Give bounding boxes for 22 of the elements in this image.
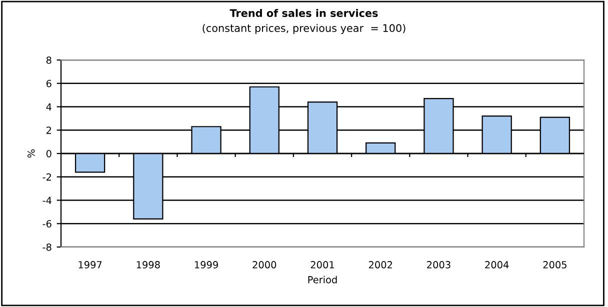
- x-tick-label: 2003: [427, 261, 450, 268]
- y-tick-label: 2: [46, 126, 51, 134]
- y-tick-label: -2: [42, 173, 51, 181]
- x-axis-title: Period: [308, 276, 337, 284]
- x-tick-label: 2002: [368, 261, 392, 268]
- y-tick-label: 8: [46, 56, 52, 64]
- x-tick-label: 2005: [543, 261, 566, 268]
- y-tick-label: 6: [46, 80, 52, 88]
- x-tick-label: 2001: [310, 261, 334, 268]
- x-tick-label: 2000: [252, 261, 276, 268]
- y-tick-label: -8: [42, 243, 52, 251]
- chart-subtitle: (constant prices, previous year = 100): [202, 24, 406, 34]
- y-axis-title: %: [27, 149, 35, 158]
- y-tick-label: -6: [42, 220, 52, 228]
- x-tick-label: 1998: [136, 261, 160, 268]
- chart-title: Trend of sales in services: [230, 8, 378, 18]
- y-tick-label: -4: [42, 196, 52, 204]
- y-tick-label: 4: [46, 103, 52, 110]
- x-tick-label: 1999: [194, 261, 218, 268]
- x-tick-label: 1997: [78, 261, 102, 268]
- x-tick-label: 2004: [485, 261, 509, 268]
- y-tick-label: 0: [46, 150, 52, 158]
